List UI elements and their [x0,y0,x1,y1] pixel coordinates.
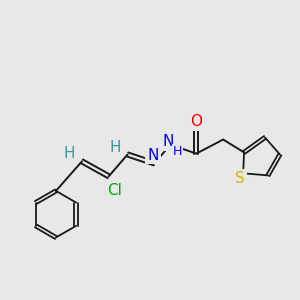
Text: H: H [64,146,75,161]
Text: N: N [162,134,174,149]
Text: O: O [190,114,202,129]
Text: N: N [147,148,159,163]
Text: Cl: Cl [107,183,122,198]
Text: H: H [173,145,182,158]
Text: H: H [109,140,121,155]
Text: S: S [235,171,245,186]
